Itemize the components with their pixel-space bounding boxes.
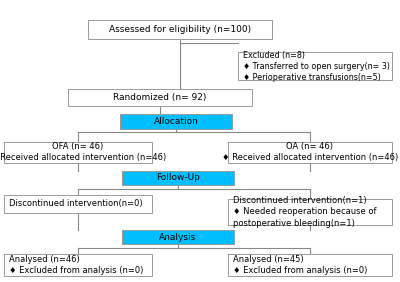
- Text: Follow-Up: Follow-Up: [156, 173, 200, 182]
- FancyBboxPatch shape: [68, 89, 252, 106]
- FancyBboxPatch shape: [228, 199, 392, 225]
- FancyBboxPatch shape: [228, 142, 392, 163]
- Text: OFA (n= 46)
♦ Received allocated intervention (n=46): OFA (n= 46) ♦ Received allocated interve…: [0, 142, 166, 162]
- Text: Excluded (n=8)
♦ Transferred to open surgery(n= 3)
♦ Perioperative transfusions(: Excluded (n=8) ♦ Transferred to open sur…: [243, 51, 390, 82]
- FancyBboxPatch shape: [120, 114, 232, 129]
- Text: Analysed (n=46)
♦ Excluded from analysis (n=0): Analysed (n=46) ♦ Excluded from analysis…: [9, 255, 143, 275]
- FancyBboxPatch shape: [122, 171, 234, 185]
- FancyBboxPatch shape: [122, 230, 234, 244]
- FancyBboxPatch shape: [4, 142, 152, 163]
- FancyBboxPatch shape: [238, 52, 392, 80]
- Text: Analysis: Analysis: [159, 233, 197, 242]
- FancyBboxPatch shape: [4, 195, 152, 213]
- FancyBboxPatch shape: [4, 254, 152, 276]
- Text: Analysed (n=45)
♦ Excluded from analysis (n=0): Analysed (n=45) ♦ Excluded from analysis…: [233, 255, 367, 275]
- Text: Randomized (n= 92): Randomized (n= 92): [113, 93, 207, 102]
- Text: OA (n= 46)
♦ Received allocated intervention (n=46): OA (n= 46) ♦ Received allocated interven…: [222, 142, 398, 162]
- FancyBboxPatch shape: [228, 254, 392, 276]
- FancyBboxPatch shape: [88, 20, 272, 39]
- Text: Discontinued intervention(n=1)
♦ Needed reoperation because of
postoperative ble: Discontinued intervention(n=1) ♦ Needed …: [233, 196, 376, 228]
- Text: Discontinued intervention(n=0): Discontinued intervention(n=0): [9, 199, 142, 208]
- Text: Allocation: Allocation: [154, 117, 198, 126]
- Text: Assessed for eligibility (n=100): Assessed for eligibility (n=100): [109, 25, 251, 34]
